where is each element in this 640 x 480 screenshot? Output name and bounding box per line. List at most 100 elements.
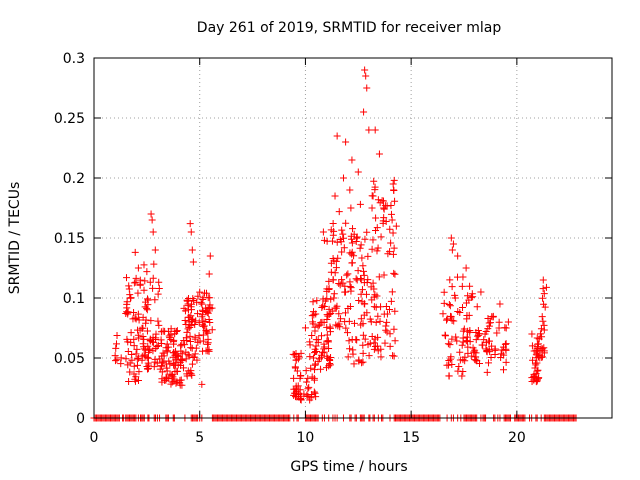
data-point [130,370,138,378]
data-point [348,250,356,258]
data-point [334,322,342,330]
data-point [497,353,505,361]
data-point [124,361,132,369]
data-point [451,294,459,302]
data-point [194,292,202,300]
data-point [539,317,547,325]
data-point [123,304,131,312]
data-point [129,315,137,323]
data-point [356,244,364,252]
data-point [459,273,467,281]
axis-ticks [93,57,612,419]
data-point [304,385,312,393]
data-point [319,302,327,310]
data-point [497,350,505,358]
data-point [313,297,321,305]
data-point [134,264,142,272]
data-point [369,236,377,244]
data-point [387,239,395,247]
data-point [472,336,480,344]
data-point [202,347,210,355]
data-point [538,313,546,321]
data-point [370,339,378,347]
data-point [462,264,470,272]
data-point [384,250,392,258]
data-point [158,362,166,370]
data-point [167,325,175,333]
data-point [348,235,356,243]
data-point [154,317,162,325]
data-point [456,348,464,356]
data-point [205,270,213,278]
data-point [542,283,550,291]
data-point [373,247,381,255]
data-point [538,333,546,341]
data-point [474,332,482,340]
x-axis-label: GPS time / hours [290,459,407,475]
data-point [374,244,382,252]
data-point [443,361,451,369]
data-point [134,377,142,385]
data-point [488,342,496,350]
data-point [382,218,390,226]
data-point [113,356,121,364]
data-point [178,357,186,365]
data-point [191,350,199,358]
data-point [188,360,196,368]
data-point [360,267,368,275]
data-point [340,234,348,242]
data-point [153,359,161,367]
data-point [446,302,454,310]
data-point [389,229,397,237]
data-point [131,248,139,256]
data-point [314,336,322,344]
data-point [309,298,317,306]
data-point [184,325,192,333]
data-point [485,337,493,345]
data-point [335,320,343,328]
data-point [371,126,379,134]
data-point [487,353,495,361]
data-point [348,259,356,267]
data-point [370,303,378,311]
data-point [442,332,450,340]
data-point [446,276,454,284]
data-point [368,245,376,253]
data-point [154,290,162,298]
data-point [311,361,319,369]
data-point [533,359,541,367]
data-point [452,333,460,341]
data-point [305,383,313,391]
data-point [479,341,487,349]
data-point [327,268,335,276]
data-point [317,365,325,373]
y-tick-label: 0.1 [63,291,85,307]
data-point [139,332,147,340]
data-point [155,285,163,293]
data-point [130,309,138,317]
data-point [206,252,214,260]
data-point [386,330,394,338]
data-point [126,291,134,299]
data-point [359,341,367,349]
data-point [388,216,396,224]
data-point [444,340,452,348]
data-point [185,352,193,360]
data-point [327,295,335,303]
data-point [203,308,211,316]
data-point [390,187,398,195]
data-point [380,310,388,318]
data-point [300,390,308,398]
data-point [371,335,379,343]
data-point [329,276,337,284]
data-point [159,358,167,366]
data-point [360,108,368,116]
data-point [369,192,377,200]
data-point [334,254,342,262]
data-point [169,373,177,381]
data-point [122,274,130,282]
x-tick-label: 10 [297,430,315,446]
data-point [148,216,156,224]
data-point [533,367,541,375]
data-point [529,356,537,364]
